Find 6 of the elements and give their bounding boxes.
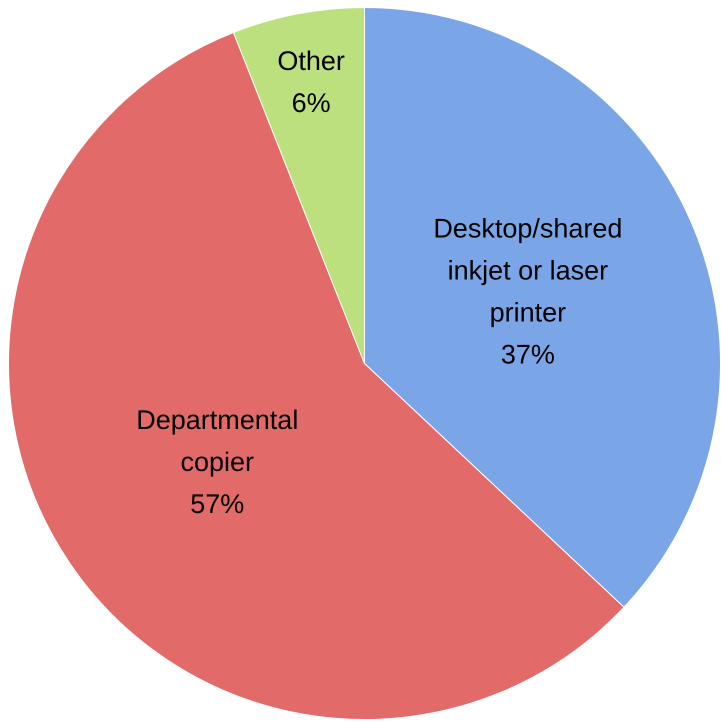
data-label: 37% <box>500 339 555 370</box>
data-label: 57% <box>190 489 244 520</box>
slice-label: Departmental copier <box>136 405 298 478</box>
slice-label: Desktop/shared inkjet or laser printer <box>433 213 622 328</box>
slice-label: Other <box>277 46 345 76</box>
data-label: 6% <box>292 88 331 118</box>
